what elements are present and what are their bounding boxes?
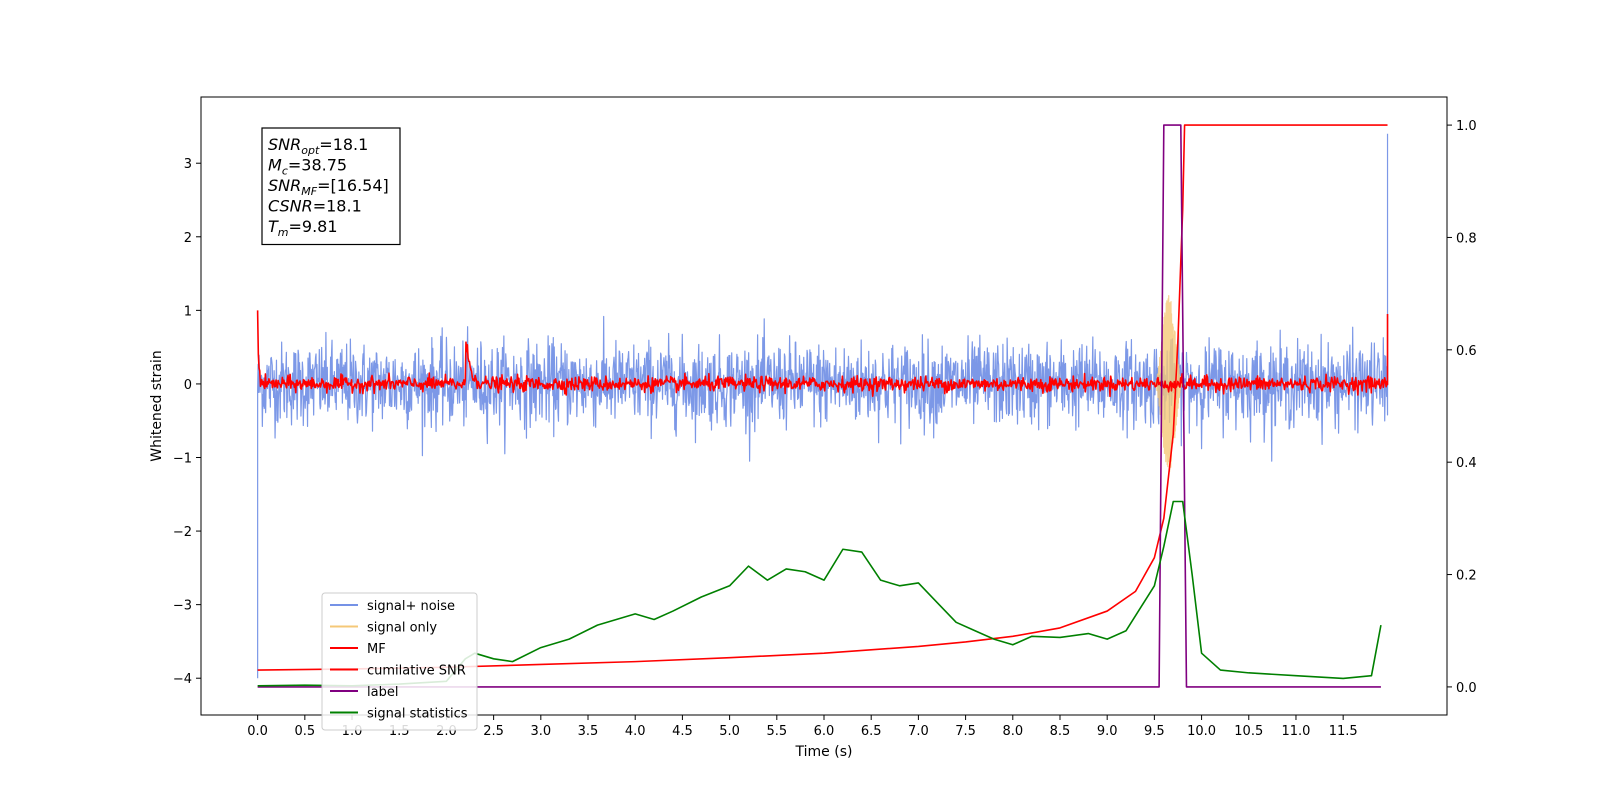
x-tick-label: 6.0 — [814, 724, 835, 739]
y-tick-label: −1 — [173, 452, 192, 467]
y2-tick-label: 0.4 — [1456, 456, 1477, 471]
legend: signal+ noise signal only MF cumilative SNR… — [321, 592, 478, 731]
annotation-line: Tm=9.81 — [268, 217, 338, 239]
x-tick-label: 7.5 — [955, 724, 976, 739]
stats-annotation-box: SNRopt=18.1Mc=38.75SNRMF=[16.54]CSNR=18.… — [261, 127, 401, 246]
series-signal-statistics-line — [257, 500, 1382, 687]
x-tick-label: 10.0 — [1187, 724, 1216, 739]
x-tick-label: 4.5 — [672, 724, 693, 739]
y-tick-label: 0 — [184, 378, 192, 393]
x-tick-label: 10.5 — [1234, 724, 1263, 739]
legend-label: label — [367, 685, 398, 700]
y2-tick-label: 0.2 — [1456, 569, 1477, 584]
legend-label: signal only — [367, 621, 437, 636]
series-mf-line — [256, 310, 1389, 398]
y2-tick-label: 0.6 — [1456, 344, 1477, 359]
series-cumilative-snr-line — [257, 124, 1388, 671]
y-axis-label: Whitened strain — [149, 350, 165, 461]
x-tick-label: 6.5 — [861, 724, 882, 739]
annotation-frame — [261, 127, 401, 246]
x-tick-label: 8.5 — [1050, 724, 1071, 739]
series-label-line — [257, 124, 1381, 688]
x-tick-label: 7.0 — [908, 724, 929, 739]
x-tick-label: 9.0 — [1097, 724, 1118, 739]
legend-label: signal+ noise — [367, 599, 455, 614]
x-tick-label: 5.5 — [766, 724, 787, 739]
x-tick-label: 11.0 — [1281, 724, 1310, 739]
series-layer — [256, 124, 1389, 688]
x-tick-label: 2.5 — [483, 724, 504, 739]
y-axis-left: −4 −3 −2 −1 0 1 2 3 — [173, 157, 201, 687]
legend-label: cumilative SNR — [367, 664, 466, 679]
x-tick-label: 0.5 — [294, 724, 315, 739]
x-tick-label: 9.5 — [1144, 724, 1165, 739]
y-tick-label: 3 — [184, 157, 192, 172]
annotation-line: SNRMF=[16.54] — [268, 176, 389, 198]
x-tick-label: 0.0 — [247, 724, 268, 739]
y2-tick-label: 0.8 — [1456, 231, 1477, 246]
y2-tick-label: 0.0 — [1456, 681, 1477, 696]
y2-tick-label: 1.0 — [1456, 119, 1477, 134]
y-tick-label: −3 — [173, 599, 192, 614]
x-axis-label: Time (s) — [795, 744, 853, 760]
annotation-line: SNRopt=18.1 — [268, 135, 368, 157]
x-axis: 0.0 0.5 1.0 1.5 2.0 2.5 3.0 3.5 4.0 4.5 5.0 5.5 6.0 6… — [247, 715, 1358, 739]
annotation-line: Mc=38.75 — [268, 156, 347, 178]
y-tick-label: 1 — [184, 304, 192, 319]
y-tick-label: −2 — [173, 525, 192, 540]
legend-label: MF — [367, 642, 386, 657]
legend-frame — [321, 592, 478, 731]
y-axis-right: 0.0 0.2 0.4 0.6 0.8 1.0 — [1447, 119, 1477, 696]
x-tick-label: 11.5 — [1329, 724, 1358, 739]
x-tick-label: 4.0 — [625, 724, 646, 739]
y-tick-label: 2 — [184, 231, 192, 246]
annotation-line: CSNR=18.1 — [268, 197, 362, 216]
x-tick-label: 3.5 — [578, 724, 599, 739]
x-tick-label: 8.0 — [1002, 724, 1023, 739]
y-tick-label: −4 — [173, 672, 192, 687]
x-tick-label: 3.0 — [530, 724, 551, 739]
x-tick-label: 5.0 — [719, 724, 740, 739]
legend-label: signal statistics — [367, 707, 468, 722]
